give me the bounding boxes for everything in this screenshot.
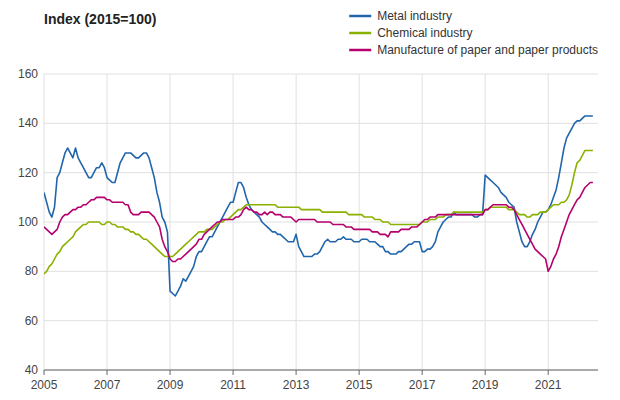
y-grid-line — [44, 271, 598, 272]
x-tick-label: 2013 — [283, 378, 310, 392]
chart-title: Index (2015=100) — [44, 11, 156, 27]
grid — [44, 74, 598, 370]
x-tick-label: 2019 — [472, 378, 499, 392]
x-tick-mark — [422, 370, 423, 375]
x-tick-label: 2005 — [31, 378, 58, 392]
x-tick-mark — [233, 370, 234, 375]
x-grid-line — [44, 74, 45, 370]
x-tick-label: 2007 — [94, 378, 121, 392]
y-grid-line — [44, 172, 598, 173]
x-tick-label: 2021 — [535, 378, 562, 392]
x-tick-mark — [107, 370, 108, 375]
x-axis-line — [44, 370, 598, 371]
x-grid-line — [548, 74, 549, 370]
y-grid-line — [44, 74, 598, 75]
y-tick-label: 80 — [25, 264, 39, 278]
legend: Metal industry Chemical industry Manufactu… — [349, 9, 598, 57]
series-line — [44, 150, 593, 273]
x-grid-line — [485, 74, 486, 370]
x-tick-mark — [359, 370, 360, 375]
y-tick-label: 160 — [18, 67, 38, 81]
x-tick-mark — [485, 370, 486, 375]
chart-svg: 40 60 80 100 120 140 160 2005 2007 2009 2011 2013 20… — [0, 0, 620, 400]
chart-container: 40 60 80 100 120 140 160 2005 2007 2009 2011 2013 20… — [0, 0, 620, 400]
legend-swatch — [349, 15, 371, 18]
legend-swatch — [349, 49, 371, 52]
x-tick-mark — [296, 370, 297, 375]
series-line — [44, 116, 593, 296]
x-tick-label: 2009 — [157, 378, 184, 392]
y-grid-line — [44, 320, 598, 321]
lines — [44, 116, 593, 296]
legend-swatch — [349, 32, 371, 35]
y-grid-line — [44, 370, 598, 371]
x-tick-label: 2017 — [409, 378, 436, 392]
y-tick-label: 60 — [25, 314, 39, 328]
legend-label: Manufacture of paper and paper products — [377, 43, 598, 57]
x-grid-line — [359, 74, 360, 370]
y-tick-label: 120 — [18, 166, 38, 180]
legend-label: Metal industry — [377, 9, 452, 23]
legend-label: Chemical industry — [377, 26, 472, 40]
y-tick-label: 100 — [18, 215, 38, 229]
series-line — [44, 183, 593, 272]
x-tick-mark — [170, 370, 171, 375]
x-grid-line — [233, 74, 234, 370]
x-tick-label: 2015 — [346, 378, 373, 392]
y-grid-line — [44, 123, 598, 124]
x-tick-mark — [44, 370, 45, 375]
x-tick-mark — [548, 370, 549, 375]
y-tick-label: 140 — [18, 116, 38, 130]
x-grid-line — [170, 74, 171, 370]
x-tick-label: 2011 — [220, 378, 246, 392]
y-tick-label: 40 — [25, 363, 39, 377]
